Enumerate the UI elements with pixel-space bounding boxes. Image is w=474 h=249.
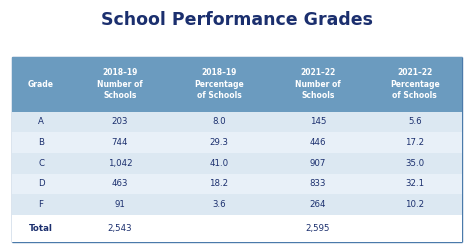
Text: 833: 833 [310, 179, 326, 188]
Text: 29.3: 29.3 [210, 138, 228, 147]
Text: A: A [38, 118, 44, 126]
Text: 5.6: 5.6 [408, 118, 422, 126]
Text: 91: 91 [115, 200, 125, 209]
Text: 17.2: 17.2 [405, 138, 424, 147]
Text: 2021–22
Percentage
of Schools: 2021–22 Percentage of Schools [390, 68, 440, 100]
Text: 2021–22
Number of
Schools: 2021–22 Number of Schools [295, 68, 341, 100]
Text: 2018–19
Number of
Schools: 2018–19 Number of Schools [97, 68, 143, 100]
Text: D: D [38, 179, 45, 188]
Text: 1,042: 1,042 [108, 159, 132, 168]
Text: 264: 264 [310, 200, 326, 209]
Text: 18.2: 18.2 [210, 179, 228, 188]
Text: 907: 907 [310, 159, 326, 168]
Text: Total: Total [29, 224, 53, 233]
Text: 463: 463 [112, 179, 128, 188]
Text: C: C [38, 159, 44, 168]
Text: 3.6: 3.6 [212, 200, 226, 209]
Text: 446: 446 [310, 138, 326, 147]
Text: F: F [38, 200, 44, 209]
Text: 32.1: 32.1 [405, 179, 424, 188]
Text: 2,595: 2,595 [306, 224, 330, 233]
Text: 10.2: 10.2 [405, 200, 424, 209]
Text: School Performance Grades: School Performance Grades [101, 11, 373, 29]
Text: 8.0: 8.0 [212, 118, 226, 126]
Text: 2,543: 2,543 [108, 224, 132, 233]
Text: 145: 145 [310, 118, 326, 126]
Text: 41.0: 41.0 [210, 159, 228, 168]
Text: B: B [38, 138, 44, 147]
Text: 744: 744 [112, 138, 128, 147]
Text: 203: 203 [112, 118, 128, 126]
Text: 35.0: 35.0 [405, 159, 424, 168]
Text: Grade: Grade [28, 80, 54, 89]
Text: 2018–19
Percentage
of Schools: 2018–19 Percentage of Schools [194, 68, 244, 100]
